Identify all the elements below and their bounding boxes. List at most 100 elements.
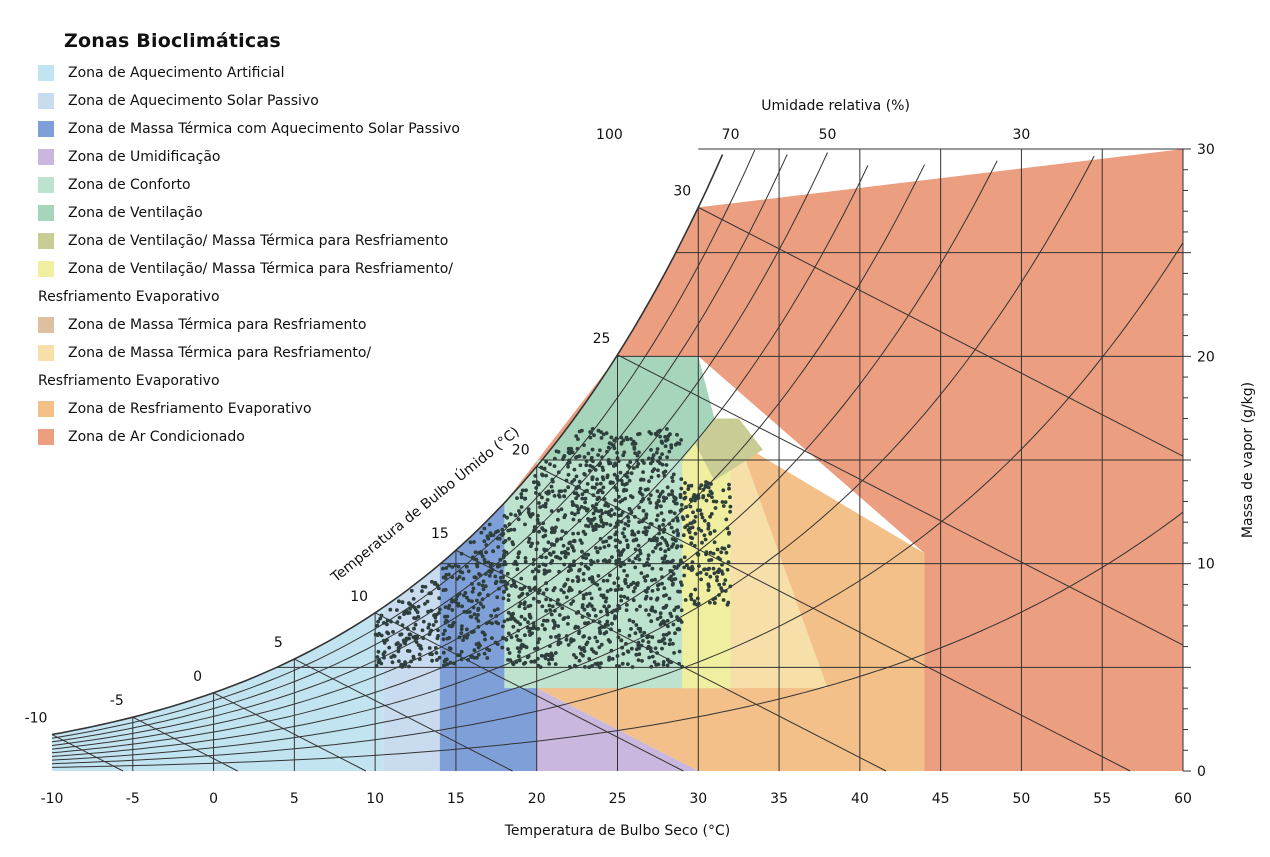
scatter-point [581, 555, 585, 560]
scatter-point [604, 521, 609, 526]
scatter-point [626, 523, 631, 528]
scatter-point [650, 469, 655, 474]
scatter-point [571, 531, 575, 536]
scatter-point [670, 475, 674, 480]
scatter-point [615, 474, 620, 479]
scatter-point [495, 642, 500, 646]
scatter-point [445, 657, 449, 662]
scatter-point [600, 455, 604, 459]
scatter-point [541, 504, 546, 508]
scatter-point [488, 531, 493, 536]
scatter-point [716, 555, 721, 560]
scatter-point [664, 540, 669, 545]
scatter-point [574, 434, 579, 438]
scatter-point [674, 545, 679, 550]
legend-swatch [38, 401, 54, 417]
scatter-point [476, 613, 480, 617]
wet-bulb-line [294, 658, 513, 772]
scatter-point [667, 596, 672, 601]
legend-item: Zona de Conforto [38, 174, 598, 202]
scatter-point [610, 621, 614, 626]
scatter-point [397, 659, 401, 663]
scatter-point [665, 455, 669, 460]
scatter-point [557, 602, 562, 607]
scatter-point [620, 661, 625, 666]
scatter-point [504, 637, 509, 642]
scatter-point [669, 574, 673, 579]
scatter-point [620, 645, 624, 650]
scatter-point [501, 636, 505, 641]
scatter-point [637, 520, 642, 524]
scatter-point [727, 531, 731, 536]
scatter-point [545, 491, 550, 496]
scatter-point [554, 449, 559, 454]
scatter-point [646, 557, 650, 561]
scatter-point [595, 482, 599, 486]
scatter-point [648, 500, 653, 505]
scatter-point [634, 623, 639, 627]
scatter-point [636, 432, 640, 437]
scatter-point [487, 522, 492, 527]
scatter-point [559, 536, 564, 541]
scatter-point [615, 488, 619, 492]
scatter-point [657, 499, 661, 503]
scatter-point [658, 547, 663, 551]
scatter-point [589, 604, 594, 608]
scatter-point [708, 550, 713, 555]
scatter-point [593, 507, 598, 512]
scatter-point [704, 572, 709, 576]
scatter-point [549, 635, 553, 639]
scatter-point [472, 612, 477, 617]
scatter-point [547, 603, 552, 608]
scatter-point [429, 591, 433, 596]
scatter-point [516, 555, 520, 560]
scatter-point [613, 588, 618, 592]
scatter-point [605, 619, 610, 624]
scatter-point [628, 460, 633, 464]
scatter-point [557, 494, 562, 499]
scatter-point [660, 575, 664, 579]
scatter-point [534, 486, 539, 490]
legend-label: Zona de Massa Térmica para Resfriamento/ [68, 345, 372, 361]
scatter-point [604, 607, 609, 612]
scatter-point [665, 657, 670, 662]
scatter-point [532, 557, 536, 562]
scatter-point [638, 629, 643, 634]
scatter-point [536, 569, 541, 574]
legend-swatch [38, 177, 54, 193]
scatter-point [630, 665, 635, 669]
scatter-point [500, 533, 505, 537]
scatter-point [608, 523, 613, 527]
scatter-point [625, 596, 630, 601]
scatter-point [444, 618, 449, 623]
scatter-point [599, 661, 603, 666]
scatter-point [587, 657, 592, 661]
wb-tick-label: 30 [673, 183, 691, 199]
scatter-point [567, 588, 571, 593]
scatter-point [656, 474, 661, 478]
scatter-point [523, 559, 528, 564]
scatter-point [466, 633, 470, 637]
scatter-point [465, 610, 470, 615]
scatter-point [437, 611, 441, 615]
scatter-point [647, 456, 651, 461]
scatter-point [491, 549, 495, 554]
scatter-point [649, 431, 653, 436]
scatter-point [650, 605, 655, 610]
scatter-point [527, 585, 532, 590]
scatter-point [522, 585, 527, 590]
scatter-point [624, 641, 628, 646]
scatter-point [571, 517, 576, 522]
legend: Zonas Bioclimáticas Zona de Aquecimento … [38, 30, 598, 454]
scatter-point [537, 588, 542, 593]
scatter-point [619, 598, 624, 603]
scatter-point [546, 540, 551, 545]
scatter-point [576, 610, 581, 614]
scatter-point [513, 513, 518, 518]
scatter-point [615, 450, 619, 455]
scatter-point [680, 515, 685, 520]
scatter-point [540, 623, 545, 627]
scatter-point [603, 599, 608, 604]
scatter-point [631, 560, 635, 565]
scatter-point [614, 559, 619, 563]
